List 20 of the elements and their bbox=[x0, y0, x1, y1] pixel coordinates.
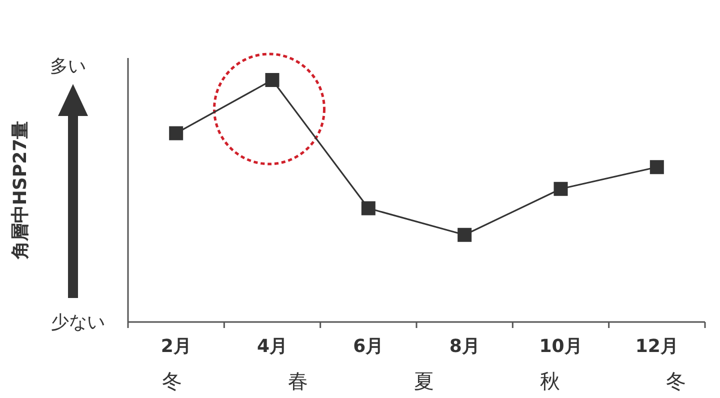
point bbox=[169, 126, 184, 140]
text: 春 bbox=[288, 369, 308, 393]
x-tick-label: 6月 bbox=[353, 336, 384, 357]
text: 多い bbox=[50, 56, 86, 77]
text: 角層中HSP27量 bbox=[10, 120, 31, 260]
text: 冬 bbox=[162, 369, 182, 393]
x-tick-label: 8月 bbox=[449, 336, 480, 357]
point bbox=[361, 201, 376, 216]
point bbox=[265, 73, 280, 87]
x-tick-label: 2月 bbox=[160, 336, 192, 357]
x-tick-label: 10月 bbox=[539, 336, 582, 357]
point bbox=[650, 160, 664, 174]
text: 冬 bbox=[666, 369, 686, 393]
point bbox=[554, 182, 568, 196]
text: 少ない bbox=[51, 312, 105, 333]
text: 秋 bbox=[540, 369, 560, 393]
x-tick-label: 12月 bbox=[635, 336, 678, 357]
text: 夏 bbox=[414, 369, 434, 393]
x-tick-label: 4月 bbox=[256, 336, 288, 357]
point bbox=[458, 228, 472, 242]
